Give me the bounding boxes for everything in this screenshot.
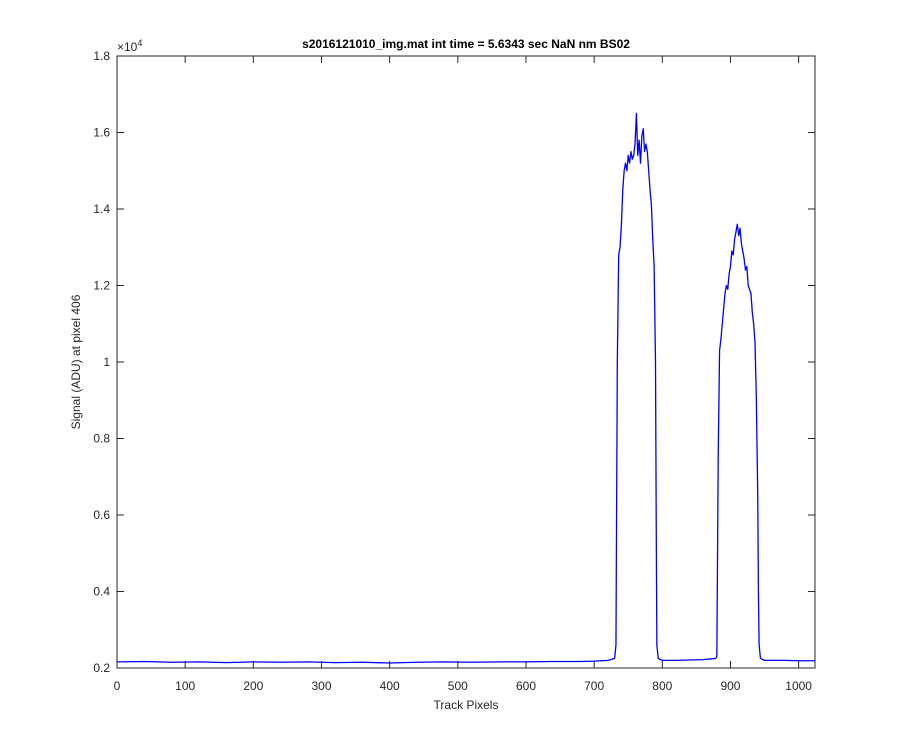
y-tick-label: 1 (103, 355, 110, 369)
x-tick-label: 500 (448, 679, 468, 693)
y-tick-label: 0.4 (93, 585, 110, 599)
y-tick-label: 1.2 (93, 279, 110, 293)
plot-area (117, 56, 815, 668)
y-tick-label: 0.6 (93, 508, 110, 522)
x-tick-label: 0 (114, 679, 121, 693)
x-axis-label: Track Pixels (434, 698, 499, 712)
y-tick-label: 1.8 (93, 49, 110, 63)
y-tick-label: 0.8 (93, 432, 110, 446)
axis-ticks: 0 100 200 300 400 500 600 700 800 900 1000 0.2 0.4 0.… (93, 49, 815, 693)
x-tick-label: 100 (175, 679, 195, 693)
x-tick-label: 800 (652, 679, 672, 693)
x-tick-label: 300 (311, 679, 331, 693)
x-tick-label: 400 (380, 679, 400, 693)
y-tick-label: 1.6 (93, 126, 110, 140)
y-exponent-base: ×10 (117, 40, 138, 54)
x-tick-label: 200 (243, 679, 263, 693)
chart-title: s2016121010_img.mat int time = 5.6343 se… (302, 37, 630, 51)
axes-box (116, 55, 816, 669)
data-series-line (116, 112, 815, 664)
x-tick-label: 600 (516, 679, 536, 693)
x-tick-label: 700 (584, 679, 604, 693)
y-tick-label: 0.2 (93, 661, 110, 675)
x-tick-label: 900 (720, 679, 740, 693)
x-tick-label: 1000 (785, 679, 812, 693)
y-exponent-power: 4 (137, 38, 142, 48)
y-tick-label: 1.4 (93, 202, 110, 216)
y-axis-exponent: ×104 (117, 38, 142, 54)
y-axis-label: Signal (ADU) at pixel 406 (69, 294, 83, 429)
